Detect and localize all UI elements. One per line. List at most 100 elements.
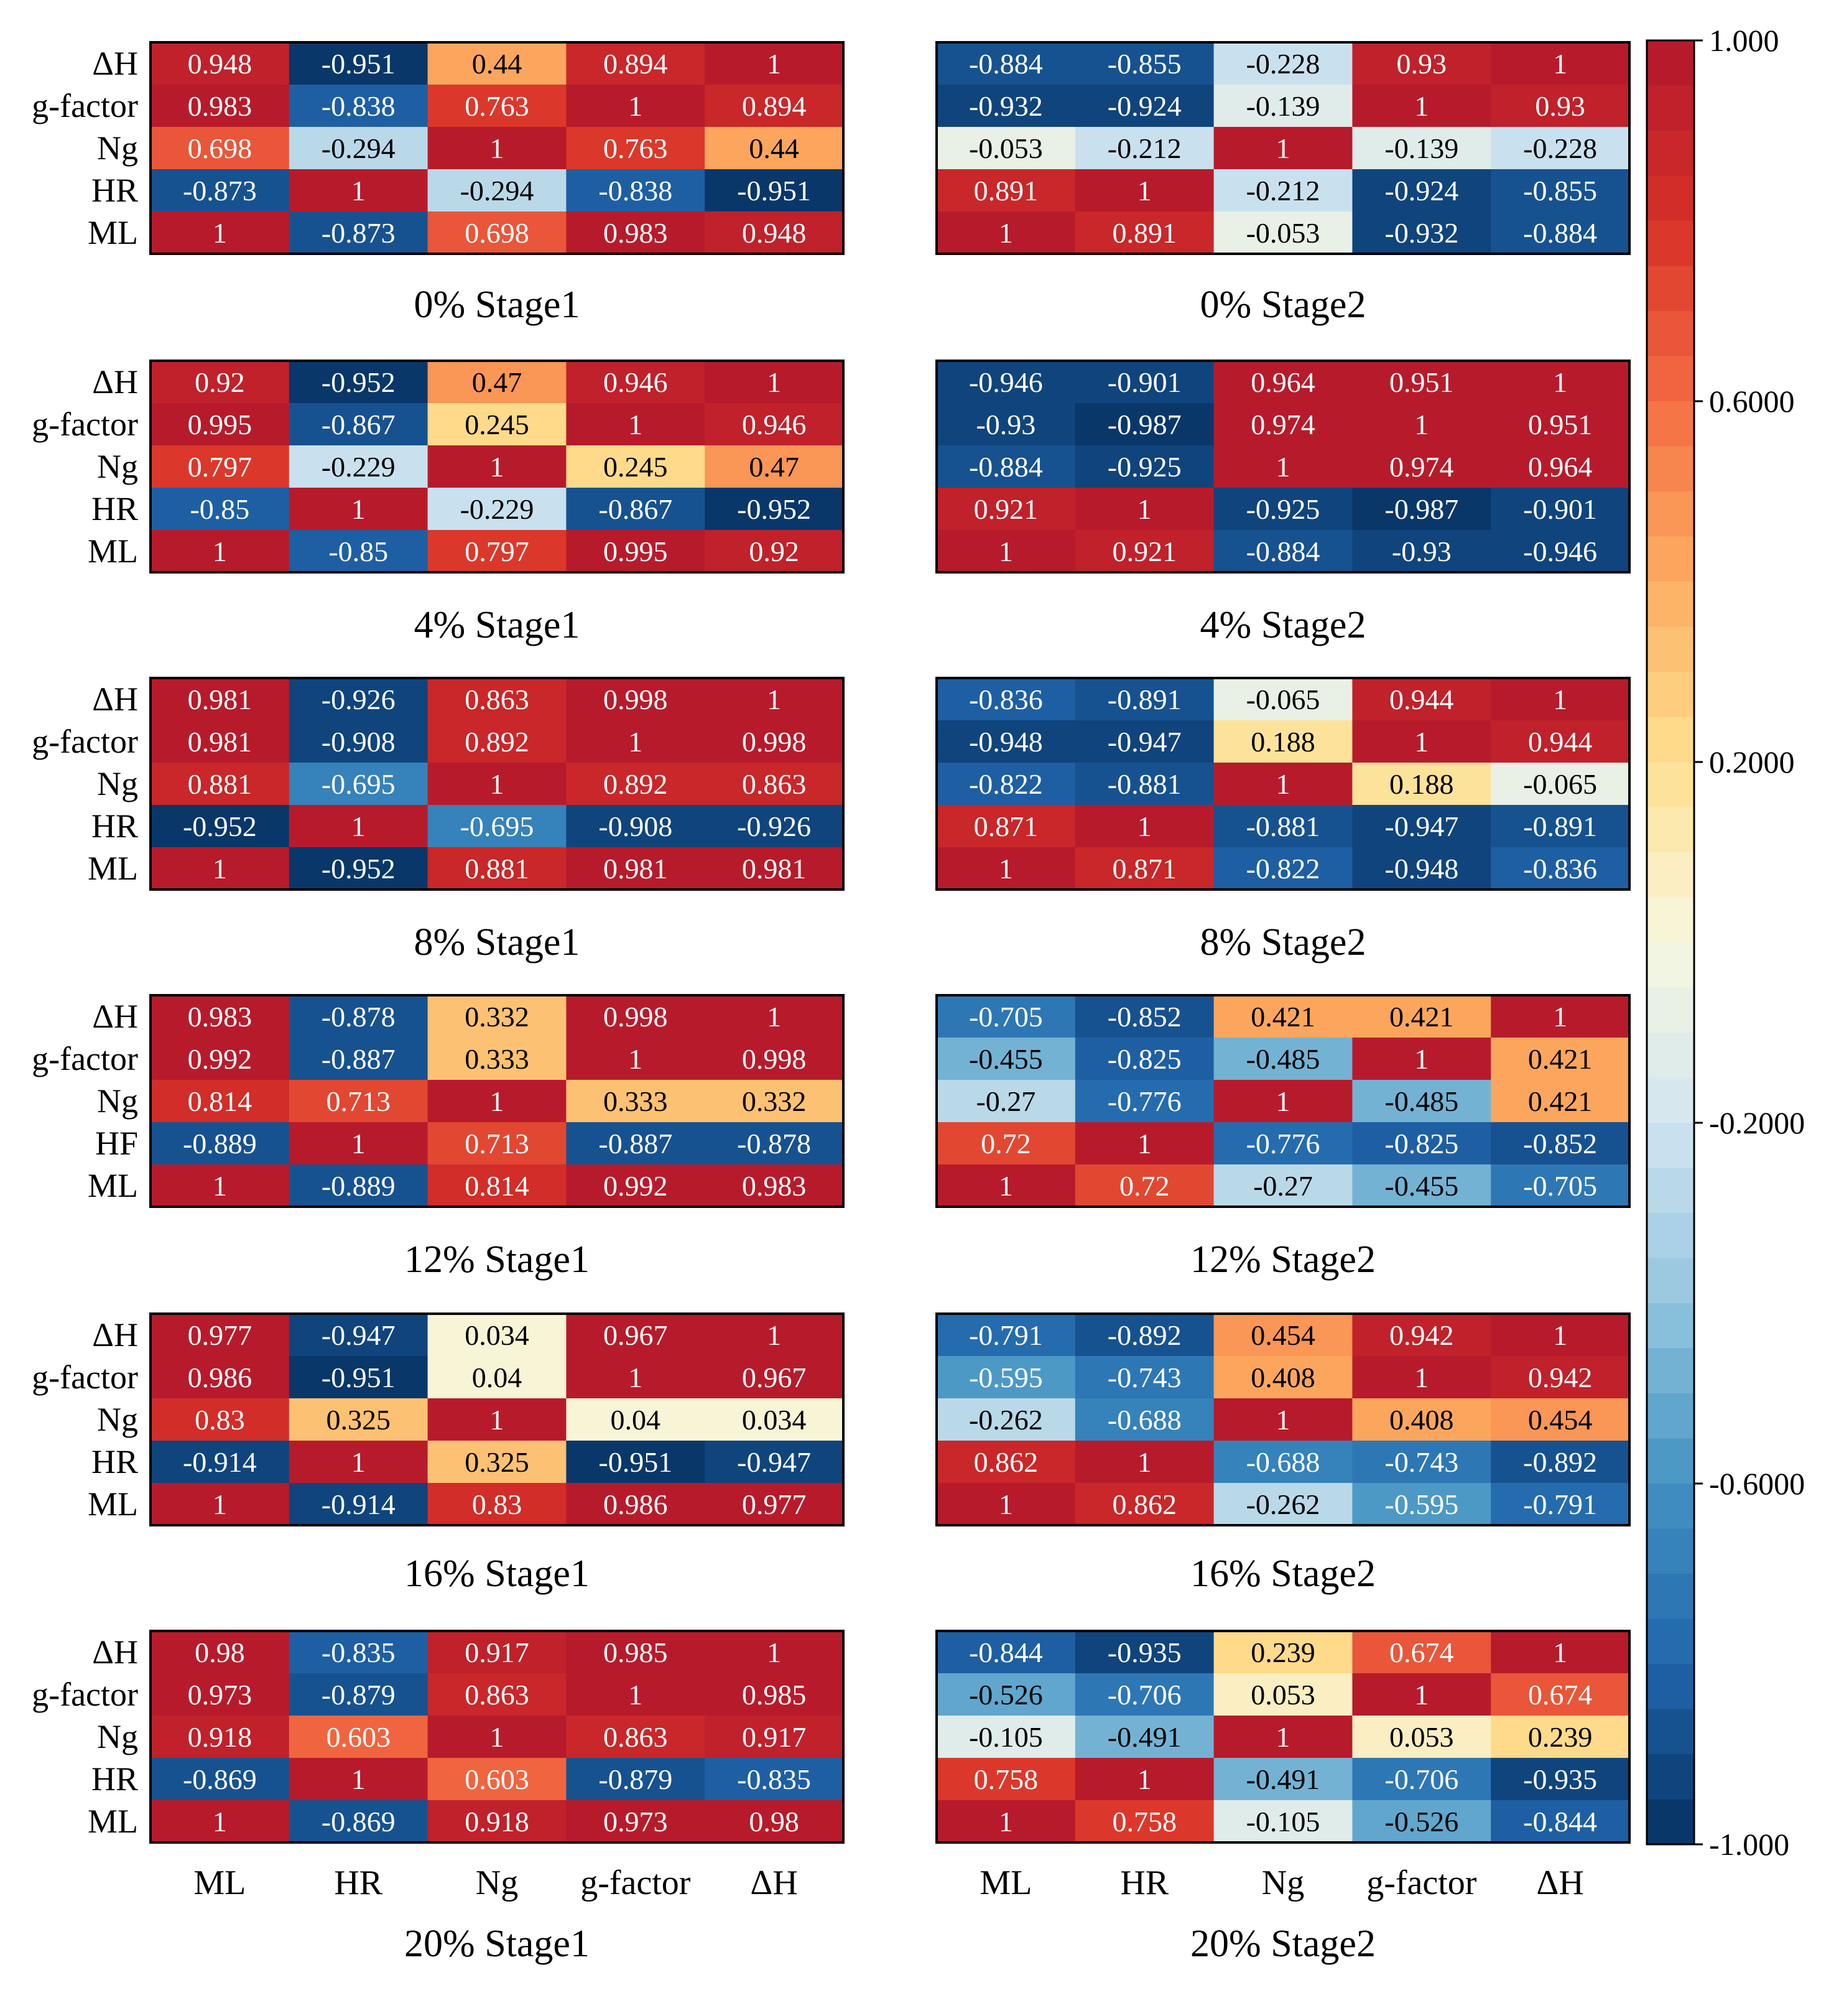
cell-value-label: 1: [1276, 1404, 1290, 1436]
heatmap-cell: [1213, 1800, 1353, 1843]
heatmap-panel: 0.948 -0.951 0.44 0.894 1 0.983 -0.838 0.763 1 0.…: [149, 41, 845, 255]
heatmap-cell: [1352, 488, 1491, 531]
cell-value-label: 0.942: [1389, 1319, 1454, 1351]
heatmap-cell: [427, 1800, 567, 1843]
colorbar-segment: [1647, 536, 1694, 582]
cell-value-label: 0.47: [472, 366, 522, 398]
cell-value-label: 0.034: [742, 1404, 807, 1436]
cell-value-label: -0.065: [1246, 684, 1320, 715]
heatmap-cell: [937, 763, 1076, 806]
heatmap-cell: [1491, 1356, 1630, 1399]
colorbar-segment: [1647, 942, 1694, 988]
heatmap-cell: [427, 85, 567, 128]
cell-value-label: 1: [1276, 451, 1290, 483]
heatmap-panel: 0.92 -0.952 0.47 0.946 1 0.995 -0.867 0.245 1 0.9…: [149, 360, 845, 574]
heatmap-cell: [1491, 1800, 1630, 1843]
heatmap-cell: [289, 42, 429, 85]
cell-value-label: 0.917: [465, 1637, 529, 1668]
heatmap-panel: -0.836 -0.891 -0.065 0.944 1 -0.948 -0.947 0.18…: [935, 677, 1631, 891]
heatmap-cell: [1075, 847, 1215, 890]
heatmap-cell: [705, 169, 844, 212]
heatmap-cell: [1075, 995, 1215, 1038]
colorbar-tick-label: 0.2000: [1709, 745, 1795, 779]
heatmap-cell: [566, 805, 705, 848]
heatmap-cell: [1075, 403, 1215, 446]
heatmap-cell: [427, 995, 567, 1038]
cell-value-label: 1: [999, 1170, 1013, 1202]
panel-title: 20% Stage2: [1190, 1923, 1376, 1965]
heatmap-cell: [151, 720, 290, 763]
cell-value-label: 0.998: [742, 726, 807, 758]
cell-value-label: -0.952: [183, 811, 257, 842]
cell-value-label: -0.892: [1523, 1446, 1597, 1478]
row-label: ΔH: [92, 45, 138, 82]
heatmap-cell: [1075, 1716, 1215, 1758]
heatmap-cell: [289, 1631, 429, 1674]
heatmap-cell: [1352, 1673, 1491, 1716]
heatmap-cell: [705, 1800, 844, 1843]
heatmap-cell: [705, 1314, 844, 1357]
heatmap-cell: [1352, 530, 1491, 573]
cell-value-label: -0.212: [1246, 175, 1320, 207]
heatmap-cell: [1213, 127, 1353, 170]
cell-value-label: -0.688: [1246, 1446, 1320, 1478]
heatmap-cell: [937, 42, 1076, 85]
heatmap-cell: [151, 847, 290, 890]
cell-value-label: 0.995: [188, 409, 253, 440]
heatmap-cell: [1491, 1314, 1630, 1357]
heatmap-cell: [937, 488, 1076, 531]
cell-value-label: 1: [1137, 493, 1152, 525]
colorbar-segment: [1647, 1438, 1694, 1484]
cell-value-label: -0.947: [322, 1319, 396, 1351]
heatmap-cell: [151, 1631, 290, 1674]
cell-value-label: 0.998: [742, 1043, 807, 1075]
heatmap-cell: [151, 1483, 290, 1526]
cell-value-label: -0.948: [1384, 853, 1458, 885]
heatmap-cell: [427, 1441, 567, 1484]
heatmap-cell: [705, 42, 844, 85]
cell-value-label: 1: [999, 853, 1013, 885]
cell-value-label: -0.891: [1108, 684, 1182, 715]
heatmap-cell: [566, 488, 705, 531]
cell-value-label: 0.951: [1389, 366, 1454, 398]
colorbar-segment: [1647, 897, 1694, 943]
cell-value-label: -0.485: [1384, 1085, 1458, 1117]
cell-value-label: -0.105: [969, 1721, 1043, 1753]
cell-value-label: 0.863: [742, 768, 807, 800]
colorbar-segment: [1647, 852, 1694, 898]
colorbar-segment: [1647, 717, 1694, 763]
cell-value-label: 0.034: [465, 1319, 529, 1351]
colorbar-segment: [1647, 1484, 1694, 1530]
cell-value-label: -0.926: [737, 811, 811, 842]
colorbar-segment: [1647, 1258, 1694, 1304]
heatmap-cell: [1352, 1441, 1491, 1484]
colorbar-segment: [1647, 131, 1694, 177]
cell-value-label: -0.822: [1246, 853, 1320, 885]
heatmap-cell: [427, 488, 567, 531]
heatmap-cell: [705, 1080, 844, 1123]
panel-title: 20% Stage1: [404, 1923, 590, 1965]
cell-value-label: -0.455: [969, 1043, 1043, 1075]
heatmap-cell: [1491, 847, 1630, 890]
cell-value-label: 0.053: [1251, 1679, 1315, 1711]
heatmap-cell: [566, 678, 705, 721]
heatmap-cell: [1075, 169, 1215, 212]
heatmap-panel: 0.977 -0.947 0.034 0.967 1 0.986 -0.951 0.04 1 0.…: [149, 1312, 845, 1526]
cell-value-label: -0.878: [737, 1128, 811, 1159]
heatmap-cell: [1491, 1122, 1630, 1165]
heatmap-cell: [1075, 1164, 1215, 1207]
heatmap-cell: [427, 805, 567, 848]
colorbar-segment: [1647, 1799, 1694, 1845]
cell-value-label: -0.908: [322, 726, 396, 758]
heatmap-cell: [1352, 403, 1491, 446]
cell-value-label: -0.844: [969, 1637, 1043, 1668]
cell-value-label: 0.977: [188, 1319, 253, 1351]
cell-value-label: 0.454: [1251, 1319, 1315, 1351]
cell-value-label: -0.914: [183, 1446, 257, 1478]
heatmap-cell: [427, 1673, 567, 1716]
cell-value-label: -0.884: [969, 48, 1043, 80]
heatmap-cell: [289, 1356, 429, 1399]
colorbar-tick-label: -0.6000: [1709, 1466, 1805, 1501]
heatmap-cell: [1491, 361, 1630, 404]
